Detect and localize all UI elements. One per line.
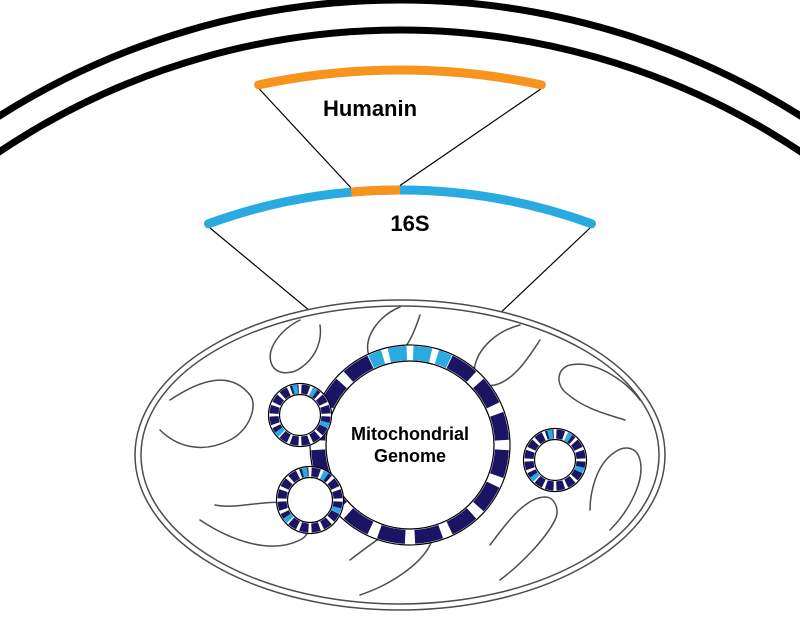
humanin-label: Humanin [323, 96, 417, 121]
zoom-line-humanin-right [400, 89, 540, 185]
mito-genome-label-2: Genome [374, 446, 446, 466]
humanin-arc [259, 70, 542, 85]
sixteen-s-label: 16S [390, 211, 429, 236]
genome-small-2 [524, 429, 587, 492]
genome-small-0 [269, 384, 332, 447]
genome-small-1 [277, 467, 344, 534]
diagram-canvas: Humanin 16S MitochondrialGenome [0, 0, 800, 618]
sixteen-s-humanin-segment [351, 190, 400, 192]
mito-genome-label-1: Mitochondrial [351, 424, 469, 444]
